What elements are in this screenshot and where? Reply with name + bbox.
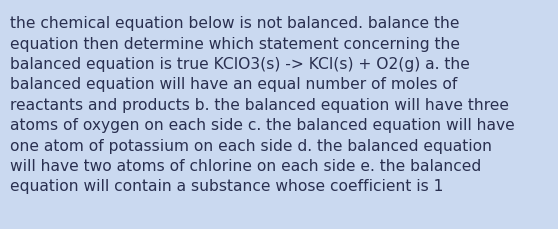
Text: the chemical equation below is not balanced. balance the
equation then determine: the chemical equation below is not balan… bbox=[10, 16, 515, 194]
